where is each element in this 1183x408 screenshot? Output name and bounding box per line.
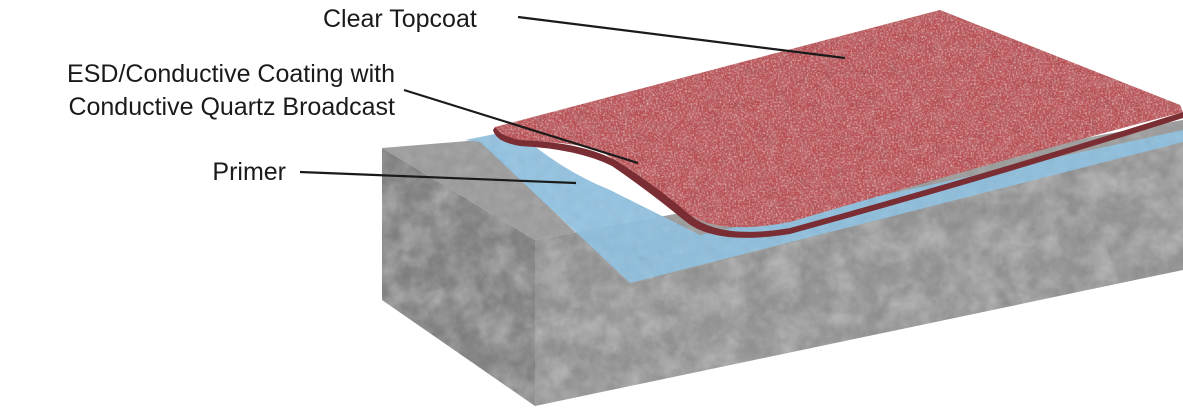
primer-leader-line [299,170,577,185]
topcoat-edge [493,112,1183,238]
topcoat-leader-line [517,15,846,60]
esd-leader-line [403,88,639,165]
primer-layer [465,130,1183,283]
esd-coating-layer [495,10,1183,228]
label-esd-coating-line1: ESD/Conductive Coating with [67,60,395,88]
label-esd-coating-line2: Conductive Quartz Broadcast [68,93,395,121]
label-clear-topcoat: Clear Topcoat [323,5,477,33]
label-primer: Primer [212,158,286,186]
